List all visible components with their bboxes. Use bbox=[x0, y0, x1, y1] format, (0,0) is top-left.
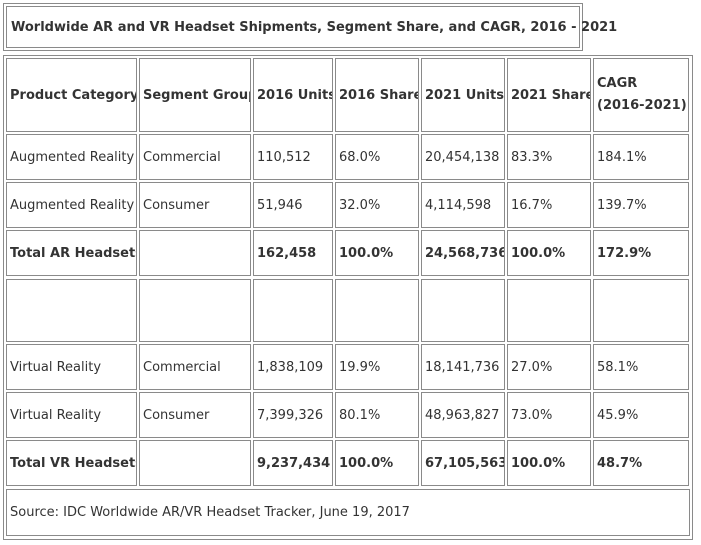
cell-2016-share bbox=[335, 279, 419, 342]
cell-2016-share: 32.0% bbox=[335, 182, 419, 228]
cell-product-category: Augmented Reality bbox=[6, 182, 137, 228]
cell-2021-units: 4,114,598 bbox=[421, 182, 505, 228]
cell-2021-share: 100.0% bbox=[507, 440, 591, 486]
shipments-table bbox=[3, 55, 693, 540]
cell-2021-share: 83.3% bbox=[507, 134, 591, 180]
cell-segment-group bbox=[139, 230, 251, 276]
cell-2021-units: 48,963,827 bbox=[421, 392, 505, 438]
cell-2021-units: 67,105,563 bbox=[421, 440, 505, 486]
cell-2016-units: 9,237,434 bbox=[253, 440, 333, 486]
cell-2021-share: 27.0% bbox=[507, 344, 591, 390]
cell-2021-units: 18,141,736 bbox=[421, 344, 505, 390]
cell-2021-units: 20,454,138 bbox=[421, 134, 505, 180]
cell-segment-group: Commercial bbox=[139, 134, 251, 180]
cell-2016-share: 80.1% bbox=[335, 392, 419, 438]
cell-cagr bbox=[593, 279, 689, 342]
header-segment-group: Segment Group bbox=[139, 58, 251, 132]
cell-segment-group: Consumer bbox=[139, 392, 251, 438]
cell-2021-units: 24,568,736 bbox=[421, 230, 505, 276]
source-note: Source: IDC Worldwide AR/VR Headset Trac… bbox=[6, 489, 690, 536]
cell-2016-share: 100.0% bbox=[335, 440, 419, 486]
cell-2016-units: 162,458 bbox=[253, 230, 333, 276]
cell-cagr: 45.9% bbox=[593, 392, 689, 438]
cell-product-category bbox=[6, 279, 137, 342]
cell-segment-group: Consumer bbox=[139, 182, 251, 228]
cell-2021-share bbox=[507, 279, 591, 342]
cell-2021-share: 16.7% bbox=[507, 182, 591, 228]
cell-2016-share: 19.9% bbox=[335, 344, 419, 390]
header-cagr-line2: (2016-2021) bbox=[597, 98, 687, 113]
header-product-category: Product Category bbox=[6, 58, 137, 132]
cell-cagr: 139.7% bbox=[593, 182, 689, 228]
cell-2016-units: 7,399,326 bbox=[253, 392, 333, 438]
cell-2016-units: 110,512 bbox=[253, 134, 333, 180]
cell-cagr: 58.1% bbox=[593, 344, 689, 390]
cell-2021-share: 73.0% bbox=[507, 392, 591, 438]
cell-product-category: Virtual Reality bbox=[6, 344, 137, 390]
cell-2016-units: 1,838,109 bbox=[253, 344, 333, 390]
cell-cagr: 172.9% bbox=[593, 230, 689, 276]
cell-2016-share: 68.0% bbox=[335, 134, 419, 180]
table-title-box: Worldwide AR and VR Headset Shipments, S… bbox=[3, 3, 617, 51]
cell-segment-group bbox=[139, 440, 251, 486]
cell-2021-share: 100.0% bbox=[507, 230, 591, 276]
cell-cagr: 184.1% bbox=[593, 134, 689, 180]
cell-segment-group bbox=[139, 279, 251, 342]
cell-2016-units: 51,946 bbox=[253, 182, 333, 228]
cell-cagr: 48.7% bbox=[593, 440, 689, 486]
cell-product-category: Total AR Headsets bbox=[6, 230, 137, 276]
header-2016-units: 2016 Units bbox=[253, 58, 333, 132]
header-cagr-line1: CAGR bbox=[597, 76, 638, 91]
cell-2021-units bbox=[421, 279, 505, 342]
header-2021-share: 2021 Share bbox=[507, 58, 591, 132]
cell-segment-group: Commercial bbox=[139, 344, 251, 390]
table-title: Worldwide AR and VR Headset Shipments, S… bbox=[6, 6, 617, 48]
cell-product-category: Virtual Reality bbox=[6, 392, 137, 438]
cell-2016-units bbox=[253, 279, 333, 342]
header-2021-units: 2021 Units bbox=[421, 58, 505, 132]
header-cagr: CAGR (2016-2021) bbox=[593, 58, 689, 132]
cell-product-category: Augmented Reality bbox=[6, 134, 137, 180]
header-2016-share: 2016 Share bbox=[335, 58, 419, 132]
cell-2016-share: 100.0% bbox=[335, 230, 419, 276]
cell-product-category: Total VR Headsets bbox=[6, 440, 137, 486]
